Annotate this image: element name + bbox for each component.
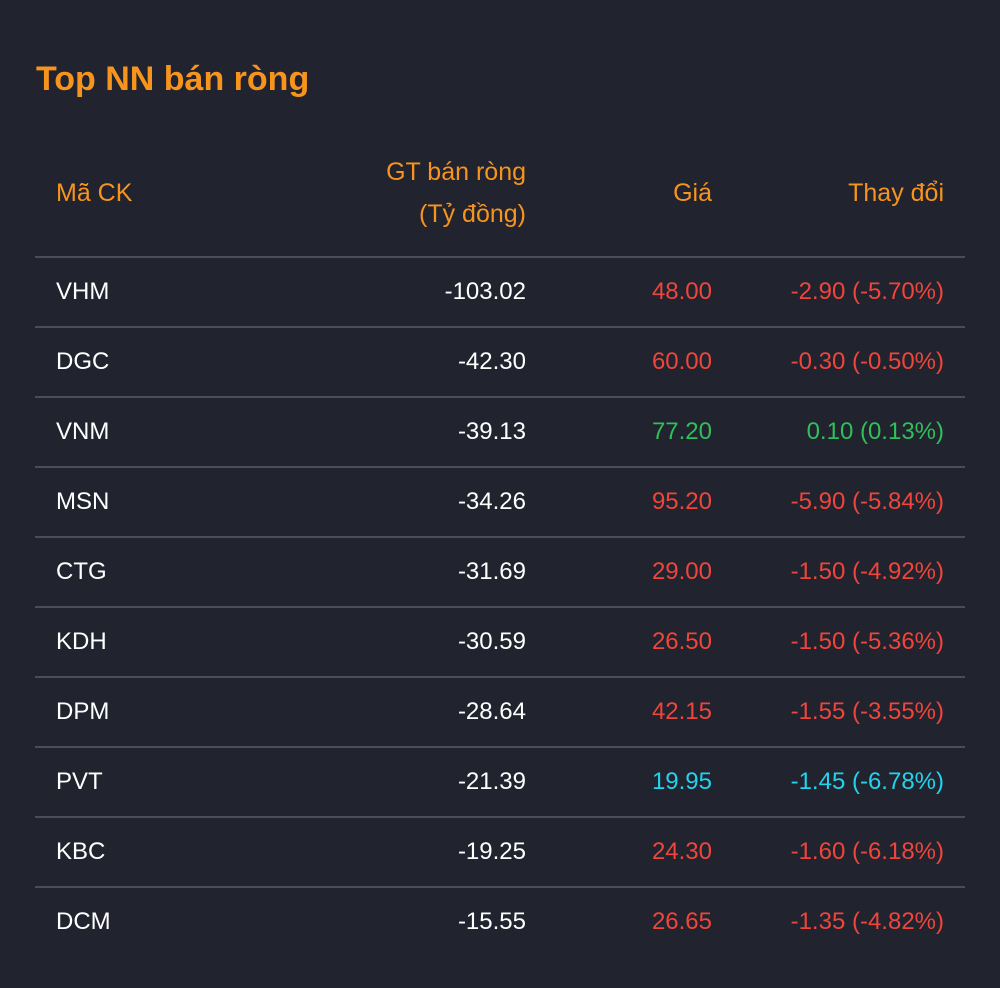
price-change: -1.45 (-6.78%)	[790, 768, 944, 795]
column-header-price[interactable]: Giá	[673, 179, 712, 207]
price-change: -1.50 (-5.36%)	[790, 628, 944, 655]
net-sell-value: -15.55	[457, 908, 526, 935]
page-title: Top NN bán ròng	[36, 60, 310, 98]
stock-code[interactable]: CTG	[56, 558, 107, 585]
stock-code[interactable]: KDH	[56, 628, 107, 655]
price-change: 0.10 (0.13%)	[806, 418, 944, 445]
stock-code[interactable]: DPM	[56, 698, 110, 725]
column-header-change[interactable]: Thay đổi	[848, 179, 944, 207]
net-sell-value: -19.25	[457, 838, 526, 865]
stock-code[interactable]: KBC	[56, 838, 106, 865]
net-sell-value: -28.64	[457, 698, 526, 725]
price: 60.00	[651, 348, 712, 375]
column-header-net-value[interactable]: GT bán ròng (Tỷ đồng)	[386, 151, 526, 235]
price: 19.95	[651, 768, 712, 795]
price: 26.50	[651, 628, 712, 655]
stock-code[interactable]: DCM	[56, 908, 111, 935]
net-sell-table: Mã CK GT bán ròng (Tỷ đồng) Giá Thay đổi…	[35, 140, 965, 956]
table-row[interactable]: DCM -15.55 26.65 -1.35 (-4.82%)	[35, 888, 965, 956]
stock-code[interactable]: DGC	[56, 348, 110, 375]
net-sell-value: -103.02	[444, 278, 526, 305]
net-sell-value: -21.39	[457, 768, 526, 795]
table-row[interactable]: DGC -42.30 60.00 -0.30 (-0.50%)	[35, 328, 965, 398]
stock-code[interactable]: VNM	[56, 418, 110, 445]
price-change: -1.35 (-4.82%)	[790, 908, 944, 935]
price-change: -2.90 (-5.70%)	[790, 278, 944, 305]
net-sell-value: -39.13	[457, 418, 526, 445]
price: 48.00	[651, 278, 712, 305]
price-change: -1.50 (-4.92%)	[790, 558, 944, 585]
price-change: -0.30 (-0.50%)	[790, 348, 944, 375]
net-sell-value: -30.59	[457, 628, 526, 655]
price-change: -1.60 (-6.18%)	[790, 838, 944, 865]
price: 29.00	[651, 558, 712, 585]
table-row[interactable]: DPM -28.64 42.15 -1.55 (-3.55%)	[35, 678, 965, 748]
table-row[interactable]: KDH -30.59 26.50 -1.50 (-5.36%)	[35, 608, 965, 678]
stock-code[interactable]: VHM	[56, 278, 110, 305]
table-row[interactable]: MSN -34.26 95.20 -5.90 (-5.84%)	[35, 468, 965, 538]
net-sell-value: -42.30	[457, 348, 526, 375]
net-sell-value: -34.26	[457, 488, 526, 515]
table-row[interactable]: PVT -21.39 19.95 -1.45 (-6.78%)	[35, 748, 965, 818]
net-sell-value: -31.69	[457, 558, 526, 585]
price: 95.20	[651, 488, 712, 515]
column-header-net-value-unit: (Tỷ đồng)	[419, 200, 526, 228]
table-row[interactable]: KBC -19.25 24.30 -1.60 (-6.18%)	[35, 818, 965, 888]
column-header-code[interactable]: Mã CK	[56, 179, 133, 207]
table-row[interactable]: CTG -31.69 29.00 -1.50 (-4.92%)	[35, 538, 965, 608]
table-row[interactable]: VNM -39.13 77.20 0.10 (0.13%)	[35, 398, 965, 468]
price: 77.20	[651, 418, 712, 445]
stock-code[interactable]: MSN	[56, 488, 110, 515]
price: 42.15	[651, 698, 712, 725]
table-header: Mã CK GT bán ròng (Tỷ đồng) Giá Thay đổi	[35, 140, 965, 258]
price: 26.65	[651, 908, 712, 935]
column-header-net-value-line1: GT bán ròng	[386, 158, 526, 186]
price-change: -1.55 (-3.55%)	[790, 698, 944, 725]
price-change: -5.90 (-5.84%)	[790, 488, 944, 515]
table-row[interactable]: VHM -103.02 48.00 -2.90 (-5.70%)	[35, 258, 965, 328]
price: 24.30	[651, 838, 712, 865]
stock-code[interactable]: PVT	[56, 768, 103, 795]
